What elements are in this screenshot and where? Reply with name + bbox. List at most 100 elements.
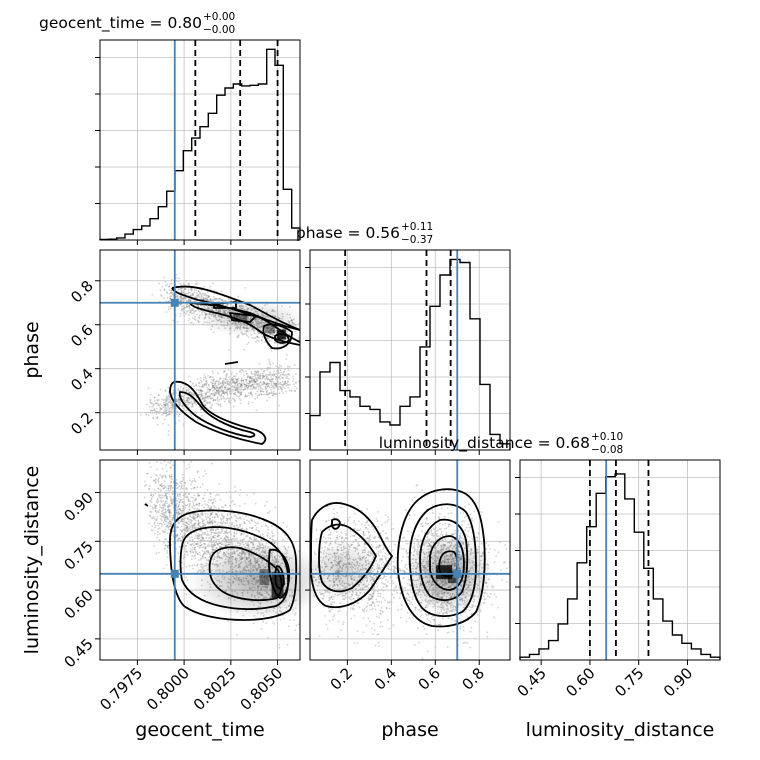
sample-point	[224, 378, 227, 381]
sample-point	[216, 389, 218, 392]
sample-point	[266, 500, 268, 503]
sample-point	[242, 370, 245, 373]
sample-point	[250, 393, 253, 396]
sample-point	[219, 517, 222, 520]
sample-point	[180, 309, 183, 312]
sample-point	[243, 383, 246, 386]
sample-point	[192, 382, 194, 385]
sample-point	[265, 376, 268, 378]
sample-point	[190, 520, 193, 523]
sample-point	[202, 298, 205, 300]
sample-point	[212, 398, 215, 401]
sample-point	[157, 477, 160, 480]
sample-point	[166, 517, 169, 519]
sample-point	[204, 396, 207, 399]
sample-point	[205, 391, 208, 394]
sample-point	[197, 520, 200, 522]
sample-point	[165, 415, 168, 417]
sample-point	[251, 394, 254, 397]
sample-point	[233, 381, 236, 384]
sample-point	[157, 524, 160, 527]
sample-point	[231, 388, 234, 390]
sample-point	[189, 479, 192, 482]
sample-point	[238, 394, 241, 397]
sample-point	[221, 389, 223, 392]
sample-point	[198, 382, 201, 385]
sample-point	[218, 507, 220, 510]
sample-point	[163, 297, 165, 300]
sample-point	[165, 407, 168, 410]
sample-point	[249, 392, 252, 395]
sample-point	[177, 415, 180, 418]
sample-point	[156, 423, 159, 426]
sample-point	[266, 382, 269, 385]
sample-point	[184, 287, 187, 290]
sample-point	[181, 509, 184, 512]
sample-point	[225, 391, 228, 394]
sample-point	[255, 371, 258, 374]
sample-point	[187, 403, 190, 406]
sample-point	[222, 395, 225, 398]
sample-point	[169, 413, 171, 415]
sample-point	[233, 386, 236, 389]
sample-point	[243, 385, 246, 388]
sample-point	[263, 381, 265, 383]
sample-point	[195, 532, 198, 534]
sample-point	[185, 409, 187, 412]
sample-point	[286, 377, 288, 380]
sample-point	[171, 407, 174, 409]
sample-point	[192, 309, 195, 312]
sample-point	[169, 504, 172, 507]
sample-point	[284, 382, 286, 385]
sample-point	[223, 381, 226, 384]
sample-point	[279, 381, 282, 384]
sample-point	[206, 402, 208, 404]
sample-point	[154, 507, 157, 509]
sample-point	[216, 389, 219, 392]
sample-point	[186, 305, 189, 308]
sample-point	[251, 381, 254, 384]
sample-point	[149, 409, 152, 412]
sample-point	[237, 388, 239, 390]
sample-point	[250, 376, 252, 379]
sample-point	[270, 380, 272, 383]
sample-point	[175, 398, 178, 401]
sample-point	[223, 392, 226, 395]
sample-point	[259, 534, 262, 537]
sample-point	[267, 385, 270, 388]
sample-point	[266, 383, 269, 385]
sample-point	[246, 388, 249, 390]
sample-point	[217, 389, 220, 392]
sample-point	[166, 398, 169, 401]
sample-point	[277, 385, 280, 388]
sample-point	[203, 519, 206, 522]
sample-point	[219, 403, 222, 406]
sample-point	[216, 398, 219, 400]
sample-point	[235, 381, 237, 384]
sample-point	[250, 377, 253, 380]
sample-point	[293, 390, 296, 392]
sample-point	[184, 550, 187, 553]
sample-point	[154, 533, 156, 535]
sample-point	[204, 404, 207, 406]
sample-point	[238, 494, 241, 496]
sample-point	[282, 373, 284, 376]
sample-point	[266, 399, 269, 402]
sample-point	[271, 374, 274, 377]
sample-point	[222, 396, 225, 399]
sample-point	[213, 295, 215, 298]
sample-point	[210, 498, 213, 501]
sample-point	[158, 282, 161, 285]
sample-point	[280, 388, 282, 390]
sample-point	[176, 535, 179, 537]
sample-point	[199, 389, 202, 392]
sample-point	[294, 382, 297, 384]
sample-point	[204, 399, 207, 402]
sample-point	[269, 510, 271, 512]
sample-point	[211, 511, 214, 514]
sample-point	[198, 296, 201, 298]
sample-point	[273, 382, 276, 385]
sample-point	[219, 404, 221, 406]
sample-point	[181, 476, 184, 479]
sample-point	[239, 489, 242, 491]
